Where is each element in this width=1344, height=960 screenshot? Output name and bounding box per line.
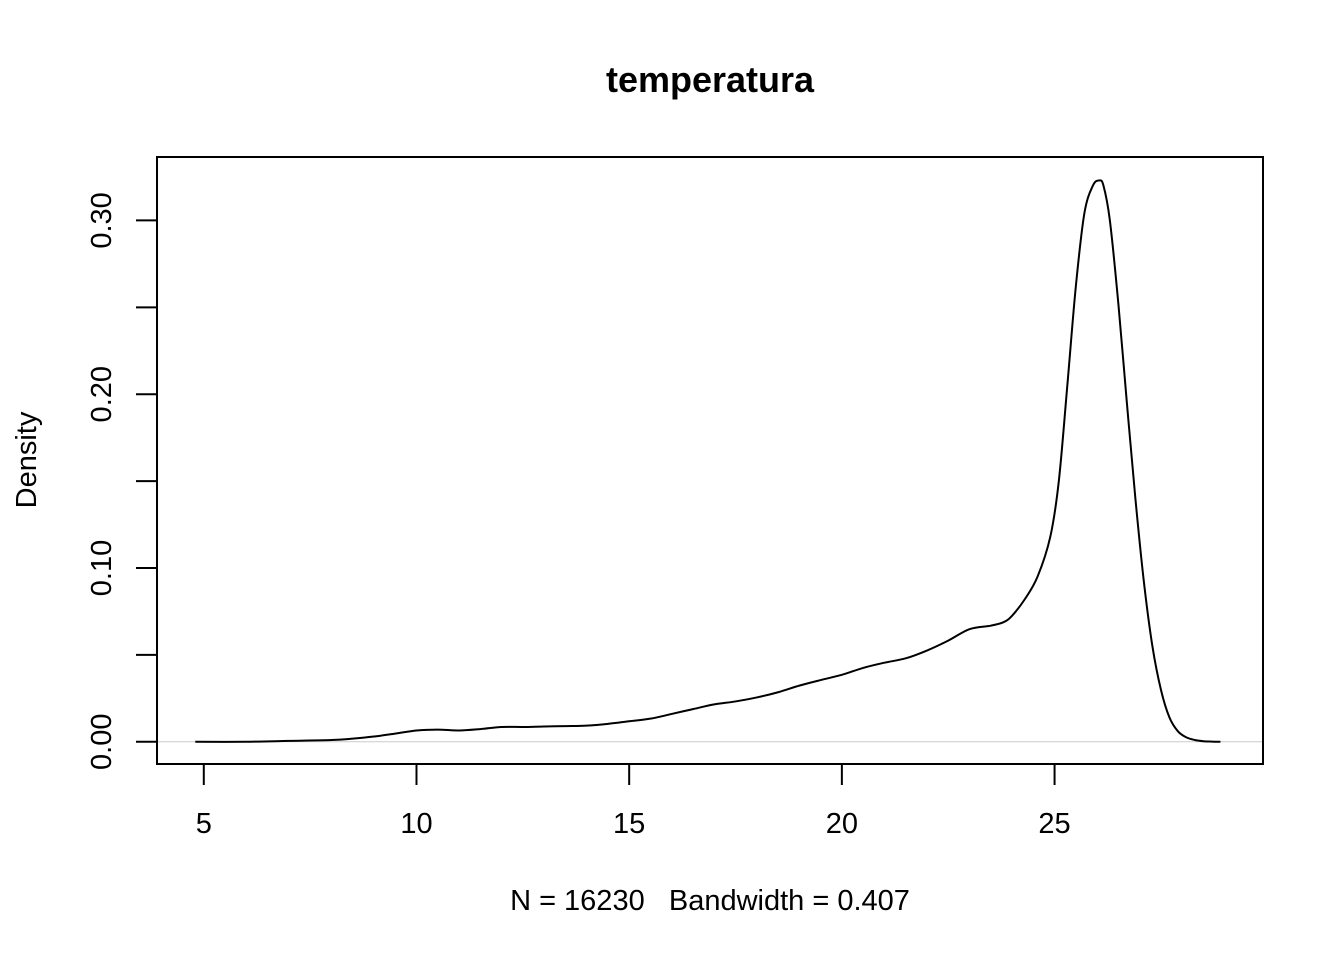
- x-tick-label: 5: [196, 808, 212, 840]
- x-tick-label: 10: [400, 808, 432, 840]
- x-tick-label: 15: [613, 808, 645, 840]
- y-tick-label: 0.00: [86, 714, 118, 770]
- y-axis-label: Density: [11, 411, 43, 508]
- plot-frame: [156, 156, 1264, 765]
- x-tick-label: 25: [1038, 808, 1070, 840]
- chart-title: temperatura: [606, 59, 815, 100]
- y-axis: 0.00 0.10 0.20 0.30: [86, 192, 158, 770]
- y-tick-label: 0.20: [86, 366, 118, 422]
- x-axis: 5 10 15 20 25: [196, 763, 1071, 840]
- x-tick-label: 20: [826, 808, 858, 840]
- y-tick-label: 0.30: [86, 192, 118, 248]
- x-axis-label: N = 16230 Bandwidth = 0.407: [510, 885, 910, 917]
- y-tick-label: 0.10: [86, 540, 118, 596]
- density-curve: [195, 179, 1221, 743]
